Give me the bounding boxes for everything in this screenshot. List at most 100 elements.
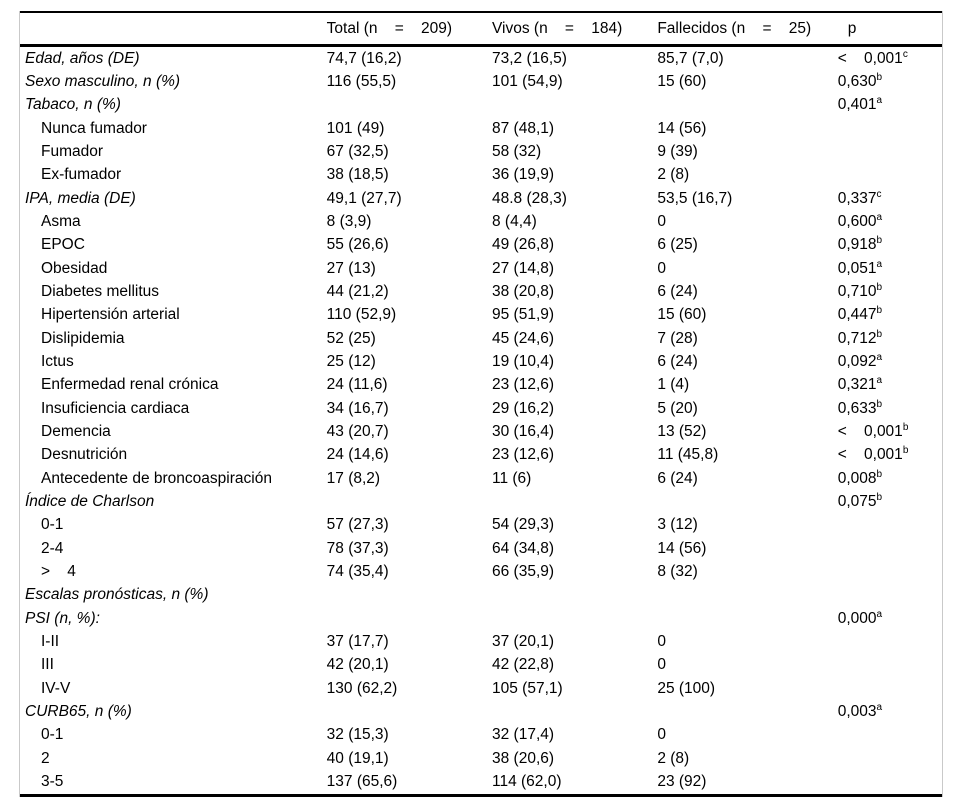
p-value-cell: 0,600a bbox=[838, 210, 942, 233]
header-vivos-column: Vivos (n = 184) bbox=[492, 12, 658, 47]
fallecidos-cell: 53,5 (16,7) bbox=[657, 189, 733, 207]
fallecidos-cell: 2 (8) bbox=[657, 749, 690, 767]
row-label: Asma bbox=[41, 212, 81, 230]
p-value: 0,321 bbox=[837, 376, 877, 394]
vivos-cell bbox=[492, 94, 657, 117]
fallecidos-cell: 14 (56) bbox=[657, 539, 707, 557]
fallecidos-cell: 14 (56) bbox=[657, 119, 707, 137]
total-cell: 57 (27,3) bbox=[326, 516, 389, 534]
row-label: Índice de Charlson bbox=[25, 492, 155, 510]
row-label: IPA, media (DE) bbox=[25, 189, 136, 207]
p-superscript: b bbox=[902, 421, 909, 433]
table-row: Diabetes mellitus 44 (21,2) 38 (20,8) 6 (24… bbox=[20, 280, 942, 303]
table-row: CURB65, n (%) 0,003a bbox=[20, 700, 942, 723]
table-row: Edad, años (DE) 74,7 (16,2) 73,2 (16,5) 85,… bbox=[20, 46, 942, 71]
p-value-cell bbox=[838, 514, 942, 537]
vivos-cell: 8 (4,4) bbox=[492, 212, 537, 230]
row-label: Escalas pronósticas, n (%) bbox=[25, 586, 209, 604]
p-value-cell bbox=[838, 537, 942, 560]
vivos-cell: 95 (51,9) bbox=[492, 306, 555, 324]
table-body: Edad, años (DE) 74,7 (16,2) 73,2 (16,5) 85,… bbox=[20, 46, 942, 796]
fallecidos-cell: 3 (12) bbox=[657, 516, 698, 534]
clinical-characteristics-table: Total (n = 209) Vivos (n = 184) Fallecid… bbox=[20, 11, 942, 797]
p-value-cell: 0,447b bbox=[838, 304, 942, 327]
p-superscript: b bbox=[876, 398, 883, 410]
vivos-cell: 87 (48,1) bbox=[492, 119, 555, 137]
total-cell: 24 (14,6) bbox=[326, 446, 389, 464]
table-row: 2 40 (19,1) 38 (20,6) 2 (8) bbox=[20, 747, 942, 770]
fallecidos-cell: 13 (52) bbox=[657, 422, 707, 440]
fallecidos-cell: 11 (45,8) bbox=[657, 446, 719, 464]
p-superscript: b bbox=[876, 71, 883, 83]
p-value-cell: 0,633b bbox=[838, 397, 942, 420]
vivos-cell: 23 (12,6) bbox=[492, 376, 555, 394]
total-cell: 101 (49) bbox=[326, 119, 385, 137]
p-value: 0,051 bbox=[837, 259, 877, 277]
total-cell: 17 (8,2) bbox=[326, 469, 381, 487]
fallecidos-cell: 2 (8) bbox=[657, 166, 690, 184]
fallecidos-cell: 25 (100) bbox=[657, 679, 716, 697]
p-value: 0,008 bbox=[837, 469, 877, 487]
p-superscript: b bbox=[876, 305, 883, 317]
row-label: Demencia bbox=[41, 422, 111, 440]
table-row: Tabaco, n (%) 0,401a bbox=[20, 94, 942, 117]
p-value-cell: 0,712b bbox=[838, 327, 942, 350]
fallecidos-cell: 23 (92) bbox=[657, 772, 707, 790]
p-value-cell: 0,008b bbox=[838, 467, 942, 490]
fallecidos-cell: 0 bbox=[657, 656, 666, 674]
fallecidos-cell: 0 bbox=[657, 632, 666, 650]
row-label: Fumador bbox=[41, 142, 104, 160]
p-value: 0,003 bbox=[837, 702, 877, 720]
p-value-cell bbox=[838, 164, 942, 187]
p-value-cell: < 0,001b bbox=[838, 444, 942, 467]
row-label: 0-1 bbox=[41, 516, 64, 534]
p-value-cell: 0,337c bbox=[838, 187, 942, 210]
total-cell: 116 (55,5) bbox=[326, 72, 397, 90]
vivos-cell: 101 (54,9) bbox=[492, 72, 563, 90]
fallecidos-cell: 9 (39) bbox=[657, 142, 698, 160]
p-value-cell: 0,000a bbox=[838, 607, 942, 630]
row-label: > 4 bbox=[41, 562, 76, 580]
fallecidos-cell: 6 (25) bbox=[657, 236, 698, 254]
table-row: Demencia 43 (20,7) 30 (16,4) 13 (52) < 0,001… bbox=[20, 420, 942, 443]
table-row: PSI (n, %): 0,000a bbox=[20, 607, 942, 630]
table-row: Ictus 25 (12) 19 (10,4) 6 (24) 0,092a bbox=[20, 350, 942, 373]
p-superscript: c bbox=[876, 188, 882, 200]
p-value: 0,633 bbox=[837, 399, 877, 417]
vivos-cell: 36 (19,9) bbox=[492, 166, 555, 184]
header-total-column: Total (n = 209) bbox=[326, 12, 492, 47]
row-label: EPOC bbox=[41, 236, 85, 254]
p-superscript: a bbox=[876, 211, 883, 223]
vivos-cell: 73,2 (16,5) bbox=[492, 49, 567, 67]
p-superscript: a bbox=[876, 701, 883, 713]
vivos-cell: 105 (57,1) bbox=[492, 679, 563, 697]
fallecidos-cell: 15 (60) bbox=[657, 306, 707, 324]
total-cell: 37 (17,7) bbox=[326, 632, 389, 650]
p-value: < 0,001 bbox=[837, 49, 903, 67]
fallecidos-cell: 6 (24) bbox=[657, 469, 698, 487]
fallecidos-cell: 7 (28) bbox=[657, 329, 698, 347]
p-value-cell: 0,003a bbox=[838, 700, 942, 723]
row-label: Insuficiencia cardiaca bbox=[41, 399, 190, 417]
p-value: 0,918 bbox=[837, 236, 877, 254]
row-label: Ictus bbox=[41, 352, 74, 370]
p-value-cell bbox=[838, 140, 942, 163]
total-cell: 25 (12) bbox=[326, 352, 376, 370]
total-cell bbox=[327, 700, 492, 723]
total-cell: 130 (62,2) bbox=[326, 679, 398, 697]
row-label: 2 bbox=[41, 749, 50, 767]
header-fallecidos-column: Fallecidos (n = 25) bbox=[657, 12, 838, 47]
table-row: III 42 (20,1) 42 (22,8) 0 bbox=[20, 654, 942, 677]
fallecidos-cell: 8 (32) bbox=[657, 562, 698, 580]
p-superscript: a bbox=[876, 258, 883, 270]
vivos-cell: 38 (20,6) bbox=[492, 749, 555, 767]
fallecidos-cell: 0 bbox=[657, 726, 666, 744]
vivos-cell: 27 (14,8) bbox=[492, 259, 555, 277]
fallecidos-cell: 5 (20) bbox=[657, 399, 698, 417]
total-cell: 24 (11,6) bbox=[326, 376, 388, 394]
p-value-cell bbox=[838, 770, 942, 795]
total-cell: 55 (26,6) bbox=[326, 236, 389, 254]
p-value-cell: 0,092a bbox=[838, 350, 942, 373]
fallecidos-cell: 6 (24) bbox=[657, 282, 698, 300]
table-row: 3-5 137 (65,6) 114 (62,0) 23 (92) bbox=[20, 770, 942, 795]
